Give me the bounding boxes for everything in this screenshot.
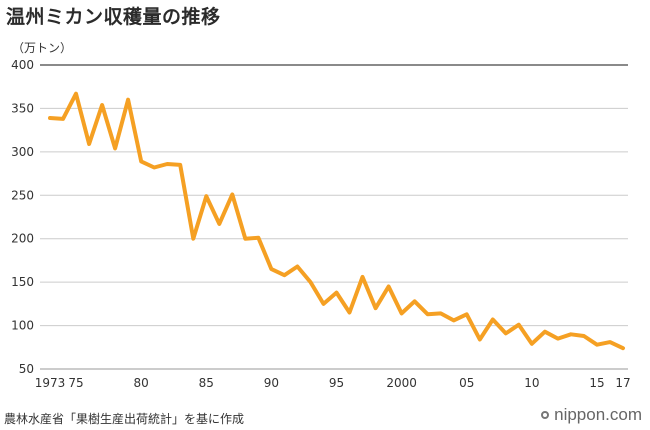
x-tick-label: 05 [459,376,474,390]
chart-title: 温州ミカン収穫量の推移 [6,6,221,28]
y-tick-label: 300 [11,145,34,159]
y-tick-label: 350 [11,101,34,115]
x-tick-label: 1973 [35,376,66,390]
data-point [309,281,311,283]
y-tick-label: 200 [11,232,34,246]
x-tick-label: 80 [134,376,149,390]
data-point [166,163,168,165]
data-point [570,333,572,335]
y-axis-unit-label: （万トン） [12,41,73,55]
data-point [466,313,468,315]
brand-dot-icon [541,411,550,419]
x-tick-label: 17 [615,376,630,390]
data-point [283,274,285,276]
x-tick-label: 90 [264,376,279,390]
data-point [75,93,77,95]
data-point [375,307,377,309]
y-tick-label: 50 [19,362,34,376]
data-point [479,338,481,340]
data-point [88,143,90,145]
x-tick-label: 10 [524,376,539,390]
data-point [114,147,116,149]
source-note: 農林水産省「果樹生産出荷統計」を基に作成 [4,412,245,426]
data-point [192,238,194,240]
series-line [48,91,625,351]
y-tick-label: 250 [11,188,34,202]
data-point [205,195,207,197]
data-point [544,331,546,333]
data-point [505,332,507,334]
data-point [244,238,246,240]
data-point [322,303,324,305]
data-point [231,193,233,195]
y-tick-label: 150 [11,275,34,289]
data-point [49,117,51,119]
data-point [453,319,455,321]
x-tick-label: 75 [68,376,83,390]
data-point [62,118,64,120]
data-point [609,341,611,343]
data-point [362,276,364,278]
data-point [557,338,559,340]
data-point [127,99,129,101]
brand-logo: nippon.com [541,405,642,425]
brand-name: nippon.com [554,405,642,424]
data-point [218,223,220,225]
x-tick-label: 85 [199,376,214,390]
data-point [427,313,429,315]
data-point [296,266,298,268]
data-point [140,160,142,162]
x-tick-label: 15 [589,376,604,390]
x-tick-label: 2000 [386,376,417,390]
data-point [179,164,181,166]
data-point [401,312,403,314]
data-point [531,343,533,345]
data-point [349,312,351,314]
data-point [596,344,598,346]
y-tick-label: 100 [11,319,34,333]
data-point [414,300,416,302]
data-point [336,292,337,294]
data-point [388,285,390,287]
data-point [492,318,494,320]
data-point [518,324,520,326]
x-tick-label: 95 [329,376,344,390]
data-point [153,166,155,168]
data-point [270,268,272,270]
data-point [440,312,442,314]
data-point [622,347,624,349]
data-point [101,104,103,106]
data-point [583,335,585,337]
y-tick-label: 400 [11,58,34,72]
data-point [257,237,259,239]
